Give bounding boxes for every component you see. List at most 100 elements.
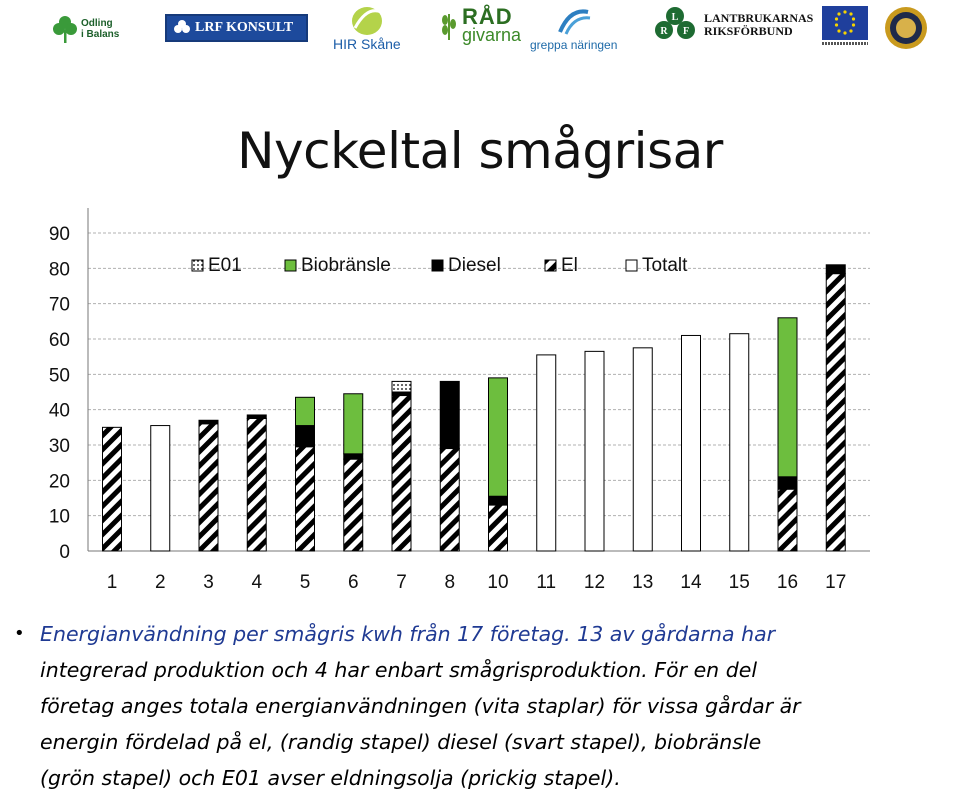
bar-segment-el [777,488,798,552]
caption-line-3: företag anges totala energianvändningen … [40,694,801,718]
y-tick-label: 10 [49,507,70,528]
gold-seal-logo [881,5,931,51]
odling-line1: Odling [81,18,113,29]
lantbrukarnas-line1: LANTBRUKARNAS [704,11,814,25]
x-tick-label: 4 [251,572,262,593]
bar-segment-totalt [632,347,653,552]
bar-segment-el [295,446,315,552]
legend-label: Totalt [642,255,688,276]
y-tick-label: 80 [49,259,70,280]
bar-segment-totalt [536,354,557,552]
bar-segment-diesel [198,419,219,425]
clover-icon [174,20,190,33]
wheat-icon [442,14,456,40]
legend-label: Diesel [448,255,501,276]
lantbrukarnas-riksforbund-logo: L R F LANTBRUKARNAS RIKSFÖRBUND [652,6,813,44]
radgivarna-logo: RÅD givarna [438,4,522,45]
lrf-konsult-text: LRF KONSULT [195,20,294,35]
bar-segment-totalt [729,333,750,552]
bar-segment-el [439,448,460,552]
x-tick-label: 12 [584,572,605,593]
x-tick-label: 3 [203,572,214,593]
legend-label: E01 [208,255,242,276]
legend-swatch [431,259,444,272]
chart-legend: E01 Biobränsle Diesel El Totalt [191,255,688,276]
x-tick-label: 11 [536,572,556,593]
bar-segment-biobränsle [488,377,508,497]
lrf-clover-icon: L R F [655,7,695,39]
bar-segment-biobränsle [777,317,798,478]
greppa-naringen-logo: greppa näringen [530,6,617,52]
hir-skane-text: HIR Skåne [333,36,401,52]
y-tick-label: 70 [49,295,70,316]
lrf-letter-f: F [683,26,689,37]
bar-segment-diesel [825,264,846,275]
lrf-letter-l: L [672,12,679,23]
legend-swatch [544,259,557,272]
bullet: • [14,623,25,644]
bar-segment-diesel [488,495,508,506]
lrf-letter-r: R [660,26,668,37]
bar-segment-diesel [391,391,412,397]
bar-segment-e01 [391,380,412,393]
caption-line-5: (grön stapel) och E01 avser eldningsolja… [40,766,621,790]
y-tick-label: 50 [49,365,70,386]
bar-segment-biobränsle [295,396,315,427]
eu-fineprint [822,42,868,45]
logo-strip: Odling i Balans LRF KONSULT HIR Skåne RÅ… [0,0,960,60]
eu-flag-icon [822,6,868,40]
legend-swatch [191,259,204,272]
seal-icon [885,7,927,49]
x-tick-label: 15 [729,572,750,593]
legend-label: El [561,255,578,276]
caption-line-2: integrerad produktion och 4 har enbart s… [40,658,758,682]
x-tick-label: 5 [300,572,311,593]
odling-i-balans-logo: Odling i Balans [52,14,119,44]
caption-line-1: Energianvändning per smågris kwh från 17… [40,622,776,646]
bar-segment-diesel [439,380,460,450]
wave-icon [557,9,590,35]
bar-segment-totalt [584,350,605,552]
lrf-konsult-logo: LRF KONSULT [165,14,308,42]
x-tick-label: 8 [444,572,455,593]
x-tick-label: 17 [825,572,846,593]
y-tick-label: 90 [49,224,70,245]
x-tick-label: 16 [777,572,798,593]
y-tick-label: 20 [49,471,70,492]
hir-skane-logo: HIR Skåne [333,4,401,52]
page-title: Nyckeltal smågrisar [237,122,723,180]
y-tick-label: 40 [49,401,70,422]
bar-segment-el [343,458,364,552]
lantbrukarnas-line2: RIKSFÖRBUND [704,24,793,38]
bar-segment-diesel [343,453,364,460]
bar-segment-el [246,418,267,552]
bar-segment-el [198,423,219,552]
caption-line-4: energin fördelad på el, (randig stapel) … [40,730,762,754]
y-tick-label: 30 [49,436,70,457]
eu-flag-logo [822,6,868,45]
bar-segment-el [391,395,412,552]
bar-segment-totalt [681,334,701,552]
bar-segment-totalt [150,425,171,552]
x-tick-label: 13 [632,572,653,593]
bar-segment-biobränsle [343,393,364,455]
x-tick-label: 7 [396,572,407,593]
x-tick-label: 2 [155,572,166,593]
legend-swatch [284,259,297,272]
y-tick-label: 0 [59,542,70,563]
radgivarna-line1: RÅD [462,4,513,29]
y-tick-label: 60 [49,330,70,351]
legend-label: Biobränsle [301,255,391,276]
bar-segment-el [488,504,508,552]
leaf-icon [351,7,382,35]
radgivarna-line2: givarna [462,25,522,45]
bar-segment-el [825,273,846,552]
legend-swatch [625,259,638,272]
greppa-text: greppa näringen [530,38,618,52]
y-axis: 0 10 20 30 40 50 60 70 80 90 [49,208,870,563]
x-axis: 1 2 3 4 5 6 7 8 10 11 12 13 14 15 16 17 [107,572,847,593]
chart-bars [102,264,846,552]
bar-segment-diesel [295,425,315,448]
bar-segment-diesel [246,414,267,419]
